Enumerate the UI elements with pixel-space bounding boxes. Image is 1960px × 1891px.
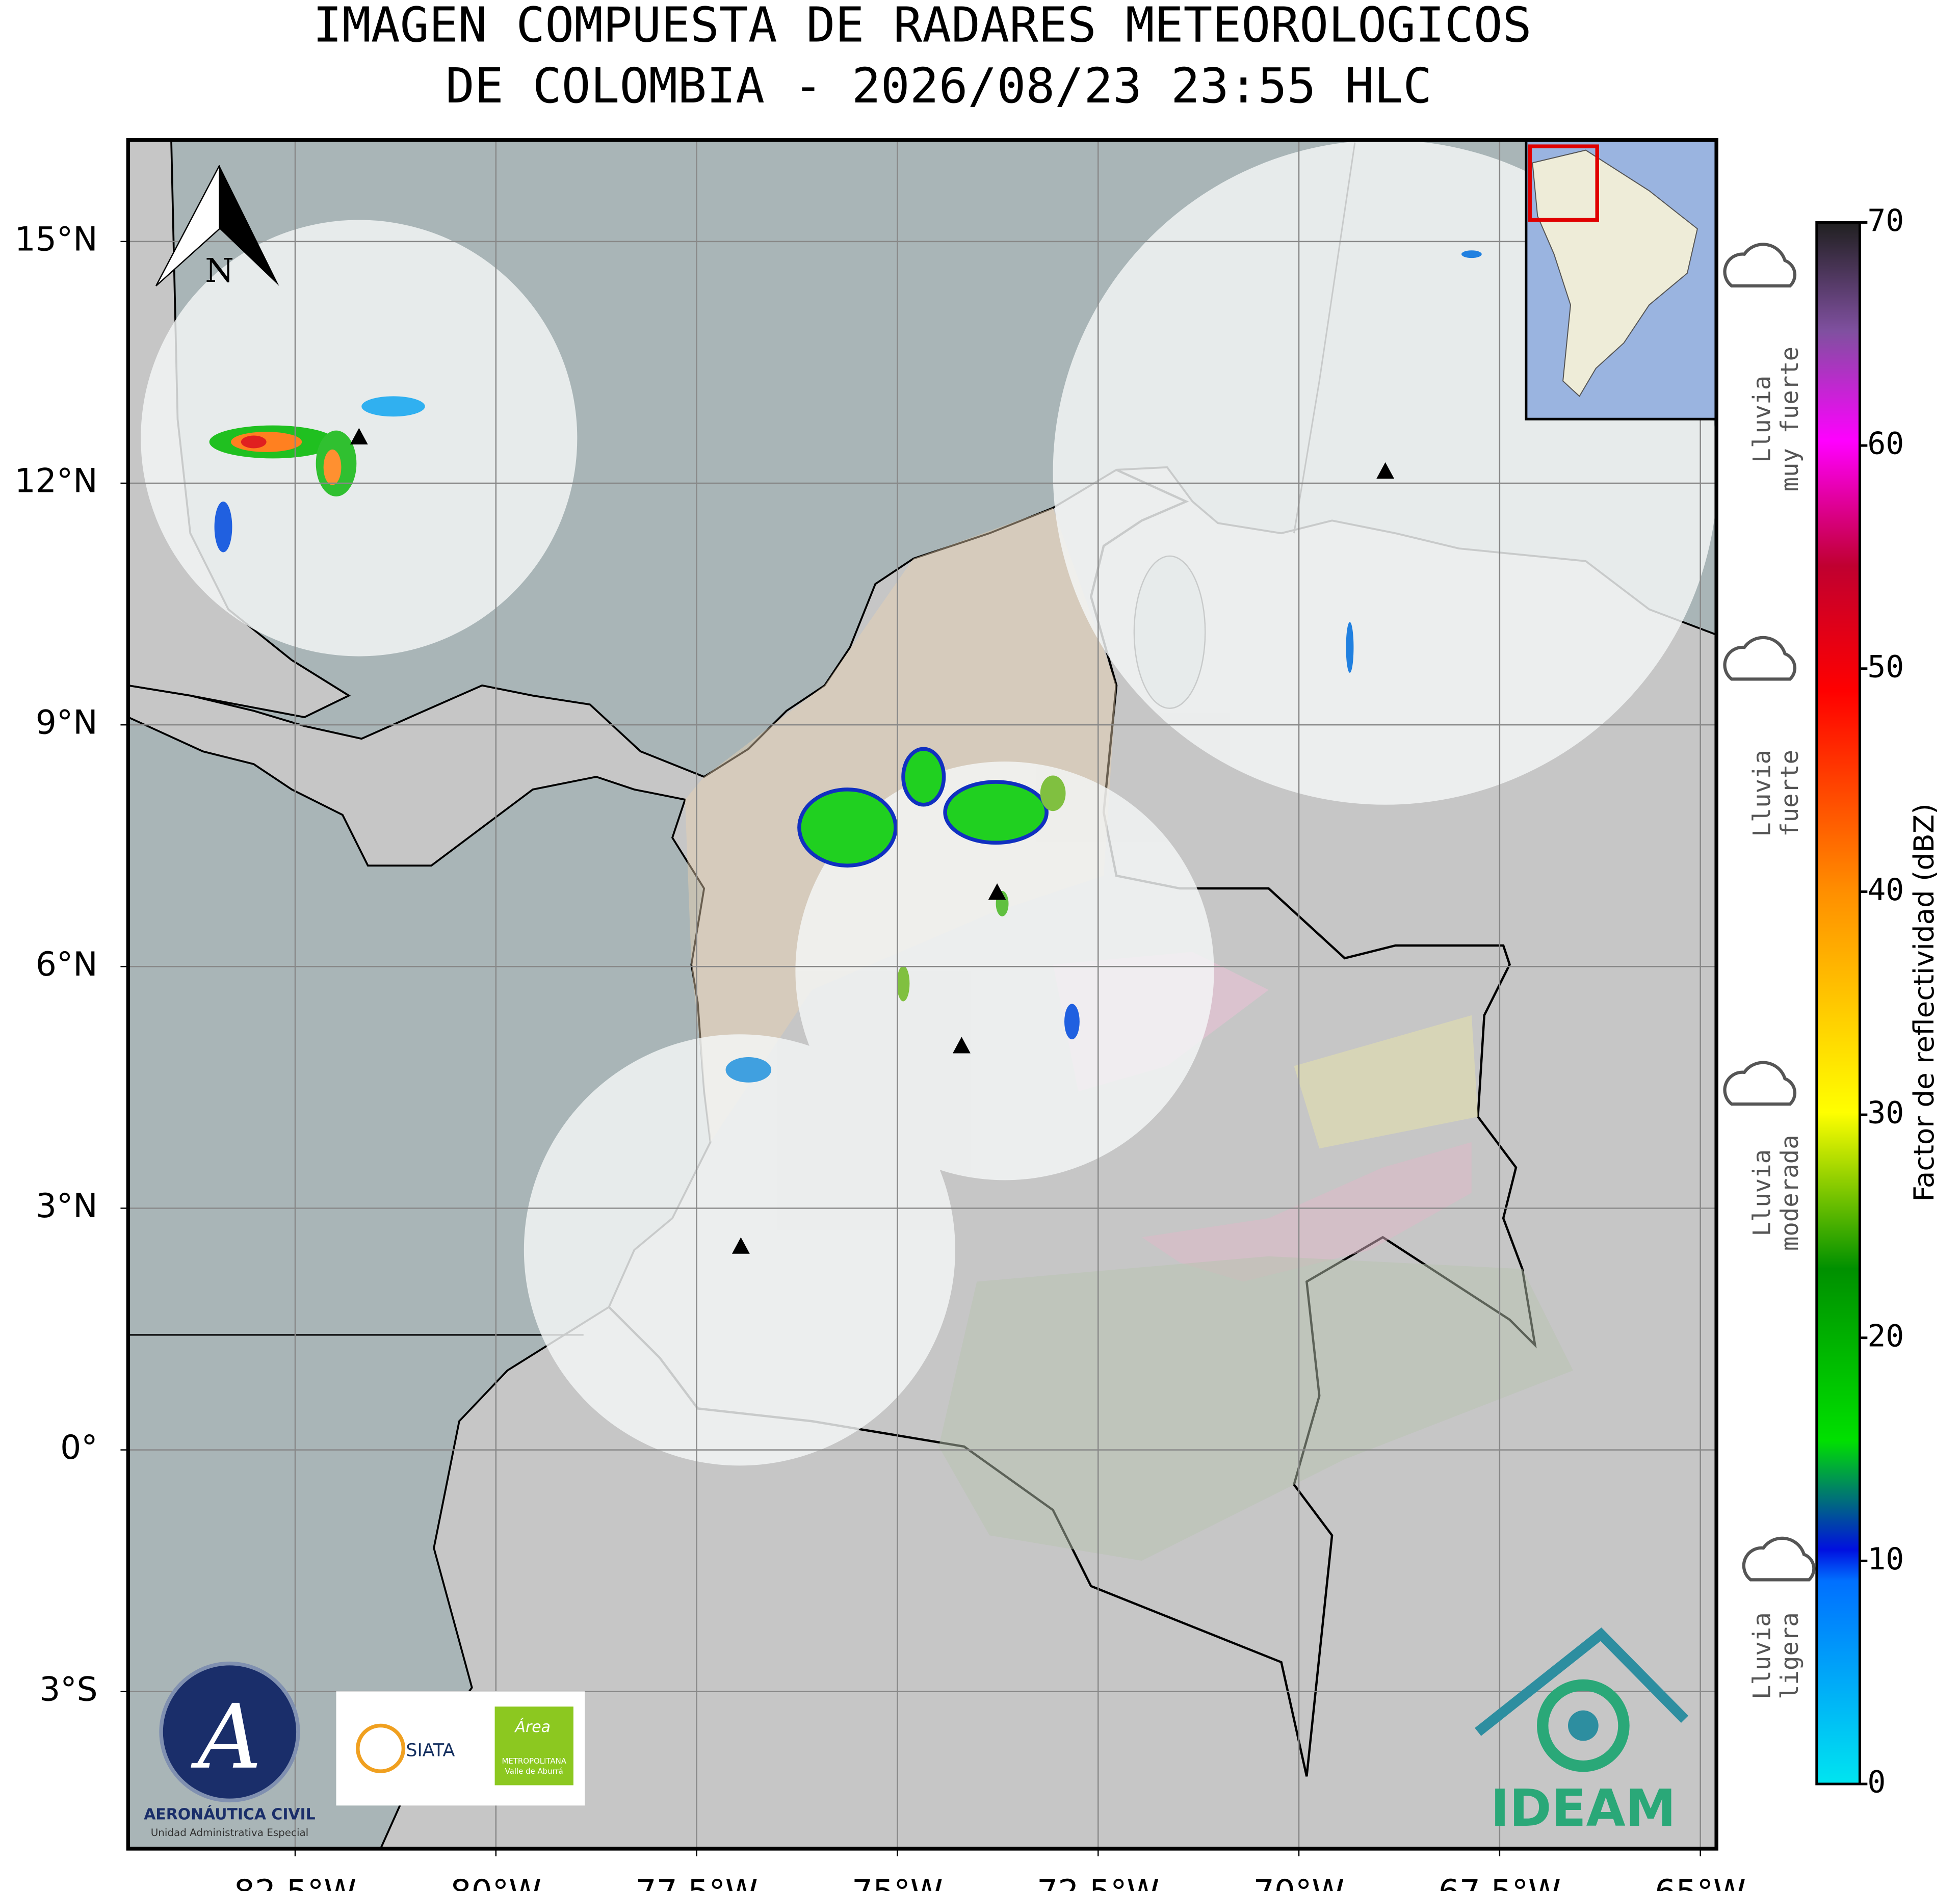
x-tick-label: 75°W xyxy=(852,1873,943,1891)
x-tick-label: 77.5°W xyxy=(635,1873,757,1891)
region-shading xyxy=(938,1256,1573,1561)
y-tick-label: 3°S xyxy=(39,1670,98,1709)
colorbar-axis: 0 10 20 30 40 50 60 70 xyxy=(1860,203,1904,1800)
colorbar-tick-label: 40 xyxy=(1867,873,1904,908)
inset-map xyxy=(1525,140,1717,421)
logo-text: AERONÁUTICA CIVIL xyxy=(144,1805,315,1824)
rain-class-label: Lluvia xyxy=(1748,376,1776,463)
grid xyxy=(128,140,1717,1849)
radar-sites xyxy=(350,428,1395,1254)
y-tick-label: 12°N xyxy=(15,462,98,501)
rain-class-label: Lluvia xyxy=(1748,750,1776,837)
map-frame xyxy=(126,138,1718,1851)
colorbar-label: Factor de reflectividad (dBZ) xyxy=(1907,803,1940,1201)
colorbar-tick-label: 70 xyxy=(1867,203,1904,239)
colorbar-tick-label: 50 xyxy=(1867,649,1904,685)
colorbar-tick-label: 60 xyxy=(1867,427,1904,462)
logo-text: IDEAM xyxy=(1491,1779,1676,1838)
map: N A AERONÁUTICA CIVIL Unidad Administrat… xyxy=(128,140,1717,1849)
colorbar-tick-label: 0 xyxy=(1867,1765,1886,1800)
north-label: N xyxy=(205,252,234,290)
x-tick-label: 65°W xyxy=(1655,1873,1746,1891)
rain-class-label: muy fuerte xyxy=(1776,347,1804,492)
precipitation xyxy=(209,250,1482,1083)
y-tick-label: 0° xyxy=(60,1429,98,1467)
title-line: DE COLOMBIA - 2026/08/23 23:55 HLC xyxy=(446,58,1432,114)
rain-class-label: fuerte xyxy=(1776,750,1804,837)
y-tick-label: 9°N xyxy=(36,704,98,742)
svg-text:A: A xyxy=(191,1686,262,1789)
title-line: IMAGEN COMPUESTA DE RADARES METEOROLOGIC… xyxy=(313,0,1532,54)
x-tick-label: 72.5°W xyxy=(1037,1873,1159,1891)
x-tick-label: 82.5°W xyxy=(234,1873,356,1891)
colorbar-tick-label: 30 xyxy=(1867,1096,1904,1131)
x-tick-label: 80°W xyxy=(451,1873,542,1891)
region-shading xyxy=(1141,1142,1472,1282)
logo-text: Área xyxy=(514,1718,551,1736)
x-tick-label: 70°W xyxy=(1253,1873,1345,1891)
colorbar xyxy=(1815,221,1861,1785)
y-tick-label: 15°N xyxy=(15,220,98,258)
logo-text: METROPOLITANA xyxy=(502,1756,566,1766)
logo-text: Unidad Administrativa Especial xyxy=(151,1827,308,1839)
rain-class-label: moderada xyxy=(1776,1135,1804,1251)
logo-text: Valle de Aburrá xyxy=(505,1767,563,1776)
axes: 82.5°W 80°W 77.5°W 75°W 72.5°W 70°W 67.5°W 65°W… xyxy=(15,220,1746,1891)
region-shading xyxy=(1294,1015,1478,1149)
north-arrow: N xyxy=(155,165,279,290)
y-tick-label: 6°N xyxy=(36,946,98,984)
rain-class-label: Lluvia xyxy=(1748,1149,1776,1237)
logos: A AERONÁUTICA CIVIL Unidad Administrativ… xyxy=(144,1627,1689,1839)
colorbar-tick-label: 10 xyxy=(1867,1542,1904,1577)
rain-icons xyxy=(1723,243,1816,1582)
rain-class-label: ligera xyxy=(1776,1612,1804,1699)
logo-text: SIATA xyxy=(406,1740,455,1761)
y-tick-label: 3°N xyxy=(36,1187,98,1225)
colorbar-tick-label: 20 xyxy=(1867,1319,1904,1354)
x-tick-label: 67.5°W xyxy=(1439,1873,1561,1891)
rain-class-label: Lluvia xyxy=(1748,1612,1776,1699)
